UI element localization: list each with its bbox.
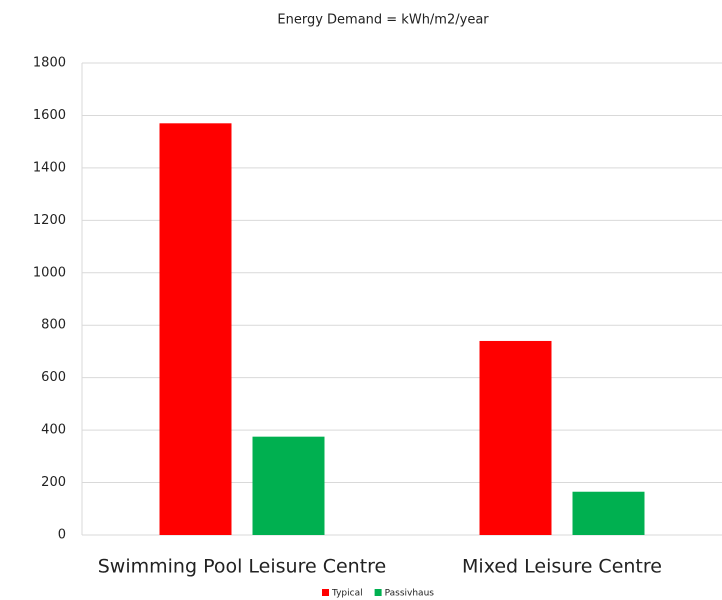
chart-title: Energy Demand = kWh/m2/year — [277, 13, 489, 28]
x-tick-label: Mixed Leisure Centre — [462, 556, 662, 578]
legend-swatch — [322, 589, 329, 596]
bar — [252, 436, 325, 535]
y-tick-label: 200 — [41, 475, 66, 490]
y-tick-label: 1800 — [33, 56, 66, 71]
legend-label: Typical — [331, 589, 363, 599]
y-tick-label: 1400 — [33, 160, 66, 175]
y-tick-label: 1200 — [33, 213, 66, 228]
y-tick-label: 1600 — [33, 108, 66, 123]
bar — [572, 491, 645, 535]
y-tick-label: 1000 — [33, 265, 66, 280]
bar — [159, 123, 232, 536]
y-tick-label: 600 — [41, 370, 66, 385]
y-tick-label: 0 — [58, 528, 66, 543]
y-tick-label: 400 — [41, 423, 66, 438]
legend-swatch — [374, 589, 382, 596]
x-tick-label: Swimming Pool Leisure Centre — [98, 556, 386, 578]
legend-label: Passivhaus — [385, 589, 435, 599]
bar — [479, 340, 552, 535]
y-tick-label: 800 — [41, 318, 66, 333]
